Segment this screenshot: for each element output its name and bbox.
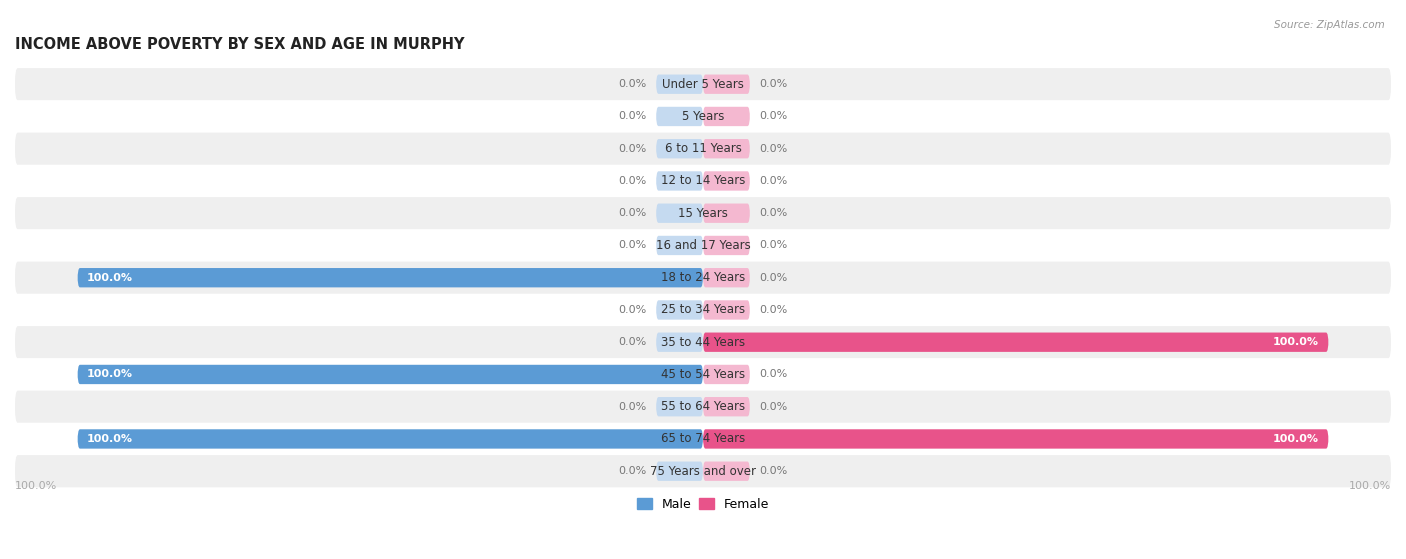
Text: 12 to 14 Years: 12 to 14 Years	[661, 174, 745, 187]
FancyBboxPatch shape	[657, 107, 703, 126]
Text: INCOME ABOVE POVERTY BY SEX AND AGE IN MURPHY: INCOME ABOVE POVERTY BY SEX AND AGE IN M…	[15, 37, 464, 53]
FancyBboxPatch shape	[657, 236, 703, 255]
FancyBboxPatch shape	[15, 229, 1391, 262]
Text: 0.0%: 0.0%	[619, 240, 647, 250]
Text: 0.0%: 0.0%	[759, 111, 787, 121]
FancyBboxPatch shape	[703, 300, 749, 320]
FancyBboxPatch shape	[15, 455, 1391, 487]
Text: 35 to 44 Years: 35 to 44 Years	[661, 336, 745, 349]
FancyBboxPatch shape	[15, 294, 1391, 326]
Text: 100.0%: 100.0%	[15, 481, 58, 491]
Text: 55 to 64 Years: 55 to 64 Years	[661, 400, 745, 413]
FancyBboxPatch shape	[703, 397, 749, 416]
Text: 100.0%: 100.0%	[87, 434, 134, 444]
Text: 5 Years: 5 Years	[682, 110, 724, 123]
FancyBboxPatch shape	[657, 397, 703, 416]
Text: 75 Years and over: 75 Years and over	[650, 465, 756, 478]
FancyBboxPatch shape	[703, 203, 749, 223]
Text: 100.0%: 100.0%	[1272, 434, 1319, 444]
Text: 0.0%: 0.0%	[759, 402, 787, 412]
Text: 0.0%: 0.0%	[619, 466, 647, 476]
Text: 100.0%: 100.0%	[1272, 337, 1319, 347]
FancyBboxPatch shape	[15, 391, 1391, 423]
Text: 15 Years: 15 Years	[678, 207, 728, 220]
FancyBboxPatch shape	[703, 171, 749, 191]
FancyBboxPatch shape	[657, 203, 703, 223]
Text: 6 to 11 Years: 6 to 11 Years	[665, 142, 741, 155]
Text: 18 to 24 Years: 18 to 24 Years	[661, 271, 745, 284]
FancyBboxPatch shape	[657, 74, 703, 94]
Text: 0.0%: 0.0%	[759, 144, 787, 154]
Legend: Male, Female: Male, Female	[631, 493, 775, 516]
FancyBboxPatch shape	[657, 171, 703, 191]
FancyBboxPatch shape	[657, 300, 703, 320]
FancyBboxPatch shape	[15, 132, 1391, 165]
FancyBboxPatch shape	[15, 165, 1391, 197]
FancyBboxPatch shape	[15, 68, 1391, 100]
Text: 0.0%: 0.0%	[619, 144, 647, 154]
Text: 100.0%: 100.0%	[87, 273, 134, 283]
FancyBboxPatch shape	[15, 100, 1391, 132]
Text: Under 5 Years: Under 5 Years	[662, 78, 744, 91]
FancyBboxPatch shape	[703, 365, 749, 384]
FancyBboxPatch shape	[77, 429, 703, 449]
FancyBboxPatch shape	[703, 268, 749, 287]
Text: 0.0%: 0.0%	[759, 466, 787, 476]
FancyBboxPatch shape	[703, 429, 1329, 449]
FancyBboxPatch shape	[15, 262, 1391, 294]
Text: 0.0%: 0.0%	[619, 176, 647, 186]
Text: 0.0%: 0.0%	[619, 402, 647, 412]
Text: 16 and 17 Years: 16 and 17 Years	[655, 239, 751, 252]
FancyBboxPatch shape	[657, 462, 703, 481]
Text: 100.0%: 100.0%	[87, 369, 134, 380]
Text: 0.0%: 0.0%	[619, 79, 647, 89]
Text: 100.0%: 100.0%	[1348, 481, 1391, 491]
Text: 0.0%: 0.0%	[759, 208, 787, 218]
FancyBboxPatch shape	[657, 139, 703, 158]
Text: Source: ZipAtlas.com: Source: ZipAtlas.com	[1274, 20, 1385, 30]
FancyBboxPatch shape	[657, 333, 703, 352]
Text: 45 to 54 Years: 45 to 54 Years	[661, 368, 745, 381]
FancyBboxPatch shape	[703, 462, 749, 481]
FancyBboxPatch shape	[15, 358, 1391, 391]
FancyBboxPatch shape	[703, 107, 749, 126]
Text: 0.0%: 0.0%	[619, 305, 647, 315]
Text: 0.0%: 0.0%	[759, 79, 787, 89]
FancyBboxPatch shape	[703, 236, 749, 255]
Text: 0.0%: 0.0%	[759, 273, 787, 283]
FancyBboxPatch shape	[15, 326, 1391, 358]
FancyBboxPatch shape	[15, 197, 1391, 229]
Text: 0.0%: 0.0%	[619, 111, 647, 121]
FancyBboxPatch shape	[703, 333, 1329, 352]
Text: 0.0%: 0.0%	[619, 208, 647, 218]
FancyBboxPatch shape	[77, 365, 703, 384]
FancyBboxPatch shape	[15, 423, 1391, 455]
FancyBboxPatch shape	[77, 268, 703, 287]
Text: 0.0%: 0.0%	[759, 369, 787, 380]
Text: 0.0%: 0.0%	[759, 305, 787, 315]
Text: 0.0%: 0.0%	[759, 176, 787, 186]
Text: 0.0%: 0.0%	[619, 337, 647, 347]
FancyBboxPatch shape	[703, 139, 749, 158]
Text: 0.0%: 0.0%	[759, 240, 787, 250]
Text: 65 to 74 Years: 65 to 74 Years	[661, 433, 745, 446]
Text: 25 to 34 Years: 25 to 34 Years	[661, 304, 745, 316]
FancyBboxPatch shape	[703, 74, 749, 94]
